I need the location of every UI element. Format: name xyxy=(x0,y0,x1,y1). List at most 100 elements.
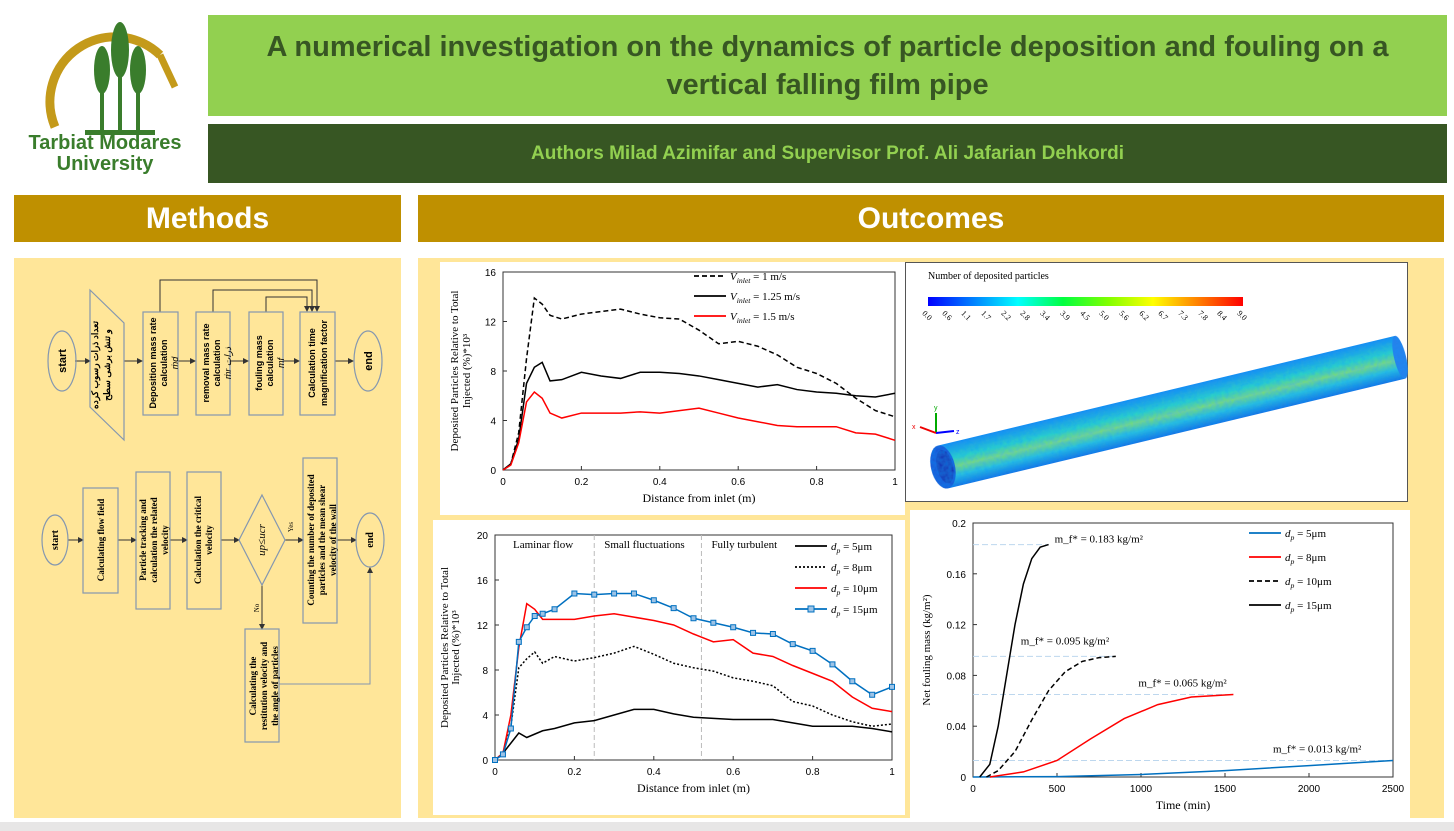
data-point-marker xyxy=(849,678,856,685)
bottom-scrollbar[interactable] xyxy=(0,822,1454,831)
text-part: = 10μm xyxy=(1294,576,1332,588)
x-tick-label: 0 xyxy=(492,767,498,778)
data-point-marker xyxy=(730,624,737,631)
legend-label: Vinlet = 1 m/s xyxy=(730,271,786,285)
y-tick-label: 0 xyxy=(490,466,496,477)
text-subscript: p xyxy=(836,588,841,597)
chart-svg: 0 500 1000 1500 2000 2500 0 0.04 0.08 0.12 0.16 0.2… xyxy=(921,519,1405,812)
flow-counting-label: Counting the number of depositedparticle… xyxy=(306,474,338,605)
text-part: = 15μm xyxy=(840,604,878,616)
plot-frame xyxy=(502,271,896,471)
plot-frame xyxy=(494,534,893,761)
text-part: V xyxy=(730,311,738,323)
flow-start-label: start xyxy=(57,349,69,373)
text-subscript: p xyxy=(836,546,841,555)
legend-label: Vinlet = 1.5 m/s xyxy=(730,311,795,325)
flow-time-factor-label: Calculation time magnification factor xyxy=(307,320,329,407)
text-part: = 8μm xyxy=(1294,552,1326,564)
data-point-marker xyxy=(539,610,546,617)
data-point-marker xyxy=(551,606,558,613)
flow-removal-box xyxy=(195,311,231,416)
text-subscript: inlet xyxy=(737,316,752,325)
text-part: = 5μm xyxy=(1294,528,1326,540)
text-subscript: p xyxy=(1290,605,1295,614)
y-tick-label: 4 xyxy=(482,711,488,722)
data-point-marker xyxy=(789,641,796,648)
outcomes-heading: Outcomes xyxy=(418,195,1444,242)
methods-heading: Methods xyxy=(14,195,401,242)
legend-label: dp = 8μm xyxy=(831,562,872,576)
text-subscript: p xyxy=(1290,581,1295,590)
text-part: d xyxy=(831,604,837,616)
flow2-end-label: end xyxy=(365,532,376,548)
pipe-3d-render: y z x xyxy=(912,335,1408,489)
flow-deposition-label: Deposition mass ratecalculationṁd xyxy=(148,317,180,408)
flow-fouling-label: fouling masscalculationmf xyxy=(254,335,286,391)
x-tick-label: 0.4 xyxy=(653,477,667,488)
x-tick-label: 1 xyxy=(892,477,898,488)
data-point-marker xyxy=(531,613,538,619)
legend-label: dp = 10μm xyxy=(831,583,878,597)
x-axis-label: Distance from inlet (m) xyxy=(643,491,756,505)
data-point-marker xyxy=(809,647,816,654)
data-point-marker xyxy=(611,590,618,597)
y-axis-label: Deposited Particles Relative to Total xyxy=(439,567,451,728)
contour-title: Number of deposited particles xyxy=(928,271,1049,282)
data-point-marker xyxy=(515,638,522,645)
text-part: d xyxy=(1285,552,1291,564)
text-part: d xyxy=(831,541,837,553)
data-point-marker xyxy=(769,631,776,637)
flowchart-bottom-arrows xyxy=(68,537,373,685)
text-part: d xyxy=(831,562,837,574)
flow-counting-box xyxy=(302,457,338,624)
text-subscript: p xyxy=(1290,533,1295,542)
flow2-start-node xyxy=(41,514,69,566)
y-tick-label: 0.04 xyxy=(947,722,967,733)
series-line xyxy=(494,645,893,761)
asymptote-annotation: m_f* = 0.183 kg/m² xyxy=(1055,534,1144,546)
authors-text: Authors Milad Azimifar and Supervisor Pr… xyxy=(531,142,1124,164)
text-part: = 1 m/s xyxy=(750,271,786,283)
x-tick-label: 0.6 xyxy=(726,767,740,778)
text-part: d xyxy=(831,583,837,595)
flow-restitution-box xyxy=(244,628,280,743)
x-tick-label: 0.8 xyxy=(806,767,820,778)
data-point-marker xyxy=(869,691,876,698)
text-subscript: p xyxy=(836,567,841,576)
x-tick-label: 2000 xyxy=(1298,784,1321,795)
data-point-marker xyxy=(690,615,697,622)
y-tick-label: 0 xyxy=(482,756,488,767)
y-tick-label: 16 xyxy=(485,268,497,279)
x-tick-label: 0.2 xyxy=(574,477,588,488)
logo-emblem-icon xyxy=(45,22,179,135)
flowchart-top-arrows xyxy=(75,279,354,364)
deposition-contour-image: Number of deposited particles 0.0 0.6 1.1 1… xyxy=(905,262,1408,502)
region-label: Fully turbulent xyxy=(711,539,777,551)
legend-marker xyxy=(807,605,815,613)
flow-end-label: end xyxy=(363,351,375,371)
x-axis-label: Time (min) xyxy=(1156,798,1211,812)
flow-yes-label: Yes xyxy=(287,522,295,532)
flow-removal-label: removal mass ratecalculationṁr ذرات xyxy=(201,323,234,402)
flow-no-label: No xyxy=(253,603,261,612)
y-tick-label: 8 xyxy=(482,666,488,677)
flow-time-factor-box xyxy=(299,311,336,416)
chart-svg: 0 0.2 0.4 0.6 0.8 1 0 4 8 12 16 Distance from inlet… xyxy=(449,268,898,505)
flow-start-node xyxy=(47,330,77,392)
svg-text:z: z xyxy=(956,429,960,436)
legend-label: dp = 15μm xyxy=(831,604,878,618)
data-point-marker xyxy=(499,751,506,758)
y-tick-label: 16 xyxy=(477,576,489,587)
x-tick-label: 1500 xyxy=(1214,784,1237,795)
y-axis-label: Injected (%)*10³ xyxy=(450,610,462,685)
legend-label: dp = 5μm xyxy=(1285,528,1326,542)
axis-triad-icon: y z x xyxy=(912,405,960,436)
series-line xyxy=(989,693,1234,778)
flow2-end-node xyxy=(355,512,385,568)
y-tick-label: 12 xyxy=(477,621,489,632)
data-point-marker xyxy=(750,629,757,636)
authors-bar: Authors Milad Azimifar and Supervisor Pr… xyxy=(208,124,1447,183)
flow-fouling-box xyxy=(248,311,284,416)
legend-label: dp = 8μm xyxy=(1285,552,1326,566)
flow-end-node xyxy=(353,330,383,392)
